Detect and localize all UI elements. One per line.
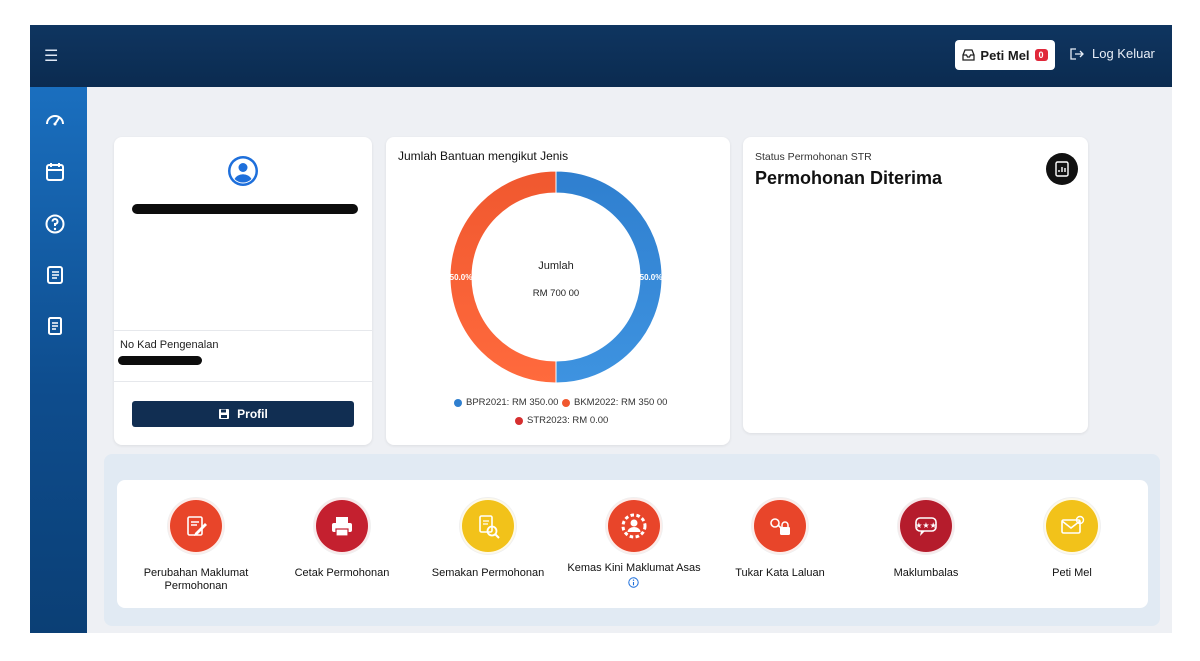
- mail-icon: [1044, 498, 1100, 554]
- donut-chart: Jumlah RM 700 00 50.0% 50.0%: [449, 170, 663, 384]
- shortcut-cetak-permohonan[interactable]: Cetak Permohonan: [269, 480, 415, 608]
- profil-button-label: Profil: [237, 407, 268, 421]
- shortcut-label: Tukar Kata Laluan: [735, 567, 825, 579]
- status-card: Status Permohonan STR Permohonan Diterim…: [743, 137, 1088, 433]
- legend-item: BPR2021: RM 350.00: [454, 397, 558, 408]
- dashboard-gauge-icon[interactable]: [44, 109, 66, 131]
- shortcut-label: Kemas Kini Maklumat Asas: [567, 562, 701, 574]
- document-search-icon: [460, 498, 516, 554]
- shortcut-label: Cetak Permohonan: [294, 567, 390, 579]
- save-disk-icon: [219, 409, 230, 419]
- status-caption: Status Permohonan STR: [755, 151, 872, 163]
- feedback-stars-icon: ★★★: [898, 498, 954, 554]
- id-number-label: No Kad Pengenalan: [120, 339, 219, 351]
- shortcut-label: Peti Mel: [1052, 567, 1092, 579]
- edit-form-icon: [168, 498, 224, 554]
- logout-link[interactable]: Log Keluar: [1070, 46, 1155, 61]
- top-navbar: ☰ Peti Mel 0 Log Keluar: [30, 25, 1172, 87]
- password-lock-icon: [752, 498, 808, 554]
- shortcut-bar: Perubahan Maklumat Permohonan Cetak Perm…: [117, 480, 1148, 608]
- shortcut-semakan-permohonan[interactable]: Semakan Permohonan: [415, 480, 561, 608]
- donut-center-value: RM 700 00: [533, 288, 579, 299]
- help-icon[interactable]: [44, 213, 66, 235]
- checklist-icon[interactable]: [44, 264, 66, 286]
- shortcut-label: Perubahan Maklumat Permohonan: [143, 567, 249, 592]
- profil-button[interactable]: Profil: [132, 401, 354, 427]
- hamburger-icon[interactable]: ☰: [44, 48, 59, 65]
- peti-mel-label: Peti Mel: [980, 47, 1030, 63]
- document-icon[interactable]: [44, 315, 66, 337]
- user-gear-icon: [606, 498, 662, 554]
- peti-mel-button[interactable]: Peti Mel 0: [955, 40, 1055, 70]
- chart-card: Jumlah Bantuan mengikut Jenis Jumlah RM …: [386, 137, 730, 445]
- app-window: ☰ Peti Mel 0 Log Keluar No Kad Pengenala…: [30, 25, 1172, 633]
- legend-swatch: [562, 398, 570, 407]
- profile-card: No Kad Pengenalan Profil: [114, 137, 372, 445]
- donut-slice-bkm2022[interactable]: [449, 170, 557, 384]
- donut-percent-label: 50.0%: [640, 273, 663, 282]
- redacted-id-number: [118, 356, 202, 365]
- legend-swatch: [454, 398, 462, 407]
- redacted-name: [132, 204, 358, 214]
- shortcut-perubahan-maklumat[interactable]: Perubahan Maklumat Permohonan: [123, 480, 269, 608]
- shortcut-label: Maklumbalas: [893, 567, 959, 579]
- shortcut-maklumbalas[interactable]: ★★★ Maklumbalas: [853, 480, 999, 608]
- chart-title: Jumlah Bantuan mengikut Jenis: [398, 149, 569, 163]
- info-icon[interactable]: [628, 577, 639, 588]
- calendar-icon[interactable]: [44, 161, 66, 183]
- status-value: Permohonan Diterima: [755, 168, 943, 188]
- sidebar: [30, 87, 87, 633]
- divider: [114, 330, 372, 331]
- donut-percent-label: 50.0%: [450, 273, 473, 282]
- logout-icon: [1070, 47, 1084, 60]
- shortcut-kemas-kini[interactable]: Kemas Kini Maklumat Asas: [561, 480, 707, 608]
- legend-label: BPR2021: RM 350.00: [466, 397, 559, 408]
- legend-label: STR2023: RM 0.00: [527, 415, 609, 426]
- donut-center-label: Jumlah: [538, 260, 573, 272]
- mail-count-badge: 0: [1034, 49, 1048, 61]
- svg-text:★★★: ★★★: [915, 521, 937, 530]
- printer-icon: [314, 498, 370, 554]
- user-avatar-icon: [228, 156, 258, 186]
- shortcut-tukar-kata-laluan[interactable]: Tukar Kata Laluan: [707, 480, 853, 608]
- report-chart-icon: [1046, 153, 1078, 185]
- shortcut-peti-mel[interactable]: Peti Mel: [999, 480, 1145, 608]
- legend-item: BKM2022: RM 350 00: [562, 397, 667, 408]
- divider: [114, 381, 372, 382]
- legend-swatch: [515, 416, 523, 425]
- shortcut-label: Semakan Permohonan: [431, 567, 545, 579]
- logout-label: Log Keluar: [1092, 46, 1155, 61]
- inbox-icon: [962, 49, 976, 61]
- legend-item: STR2023: RM 0.00: [515, 415, 608, 426]
- legend-label: BKM2022: RM 350 00: [574, 397, 668, 408]
